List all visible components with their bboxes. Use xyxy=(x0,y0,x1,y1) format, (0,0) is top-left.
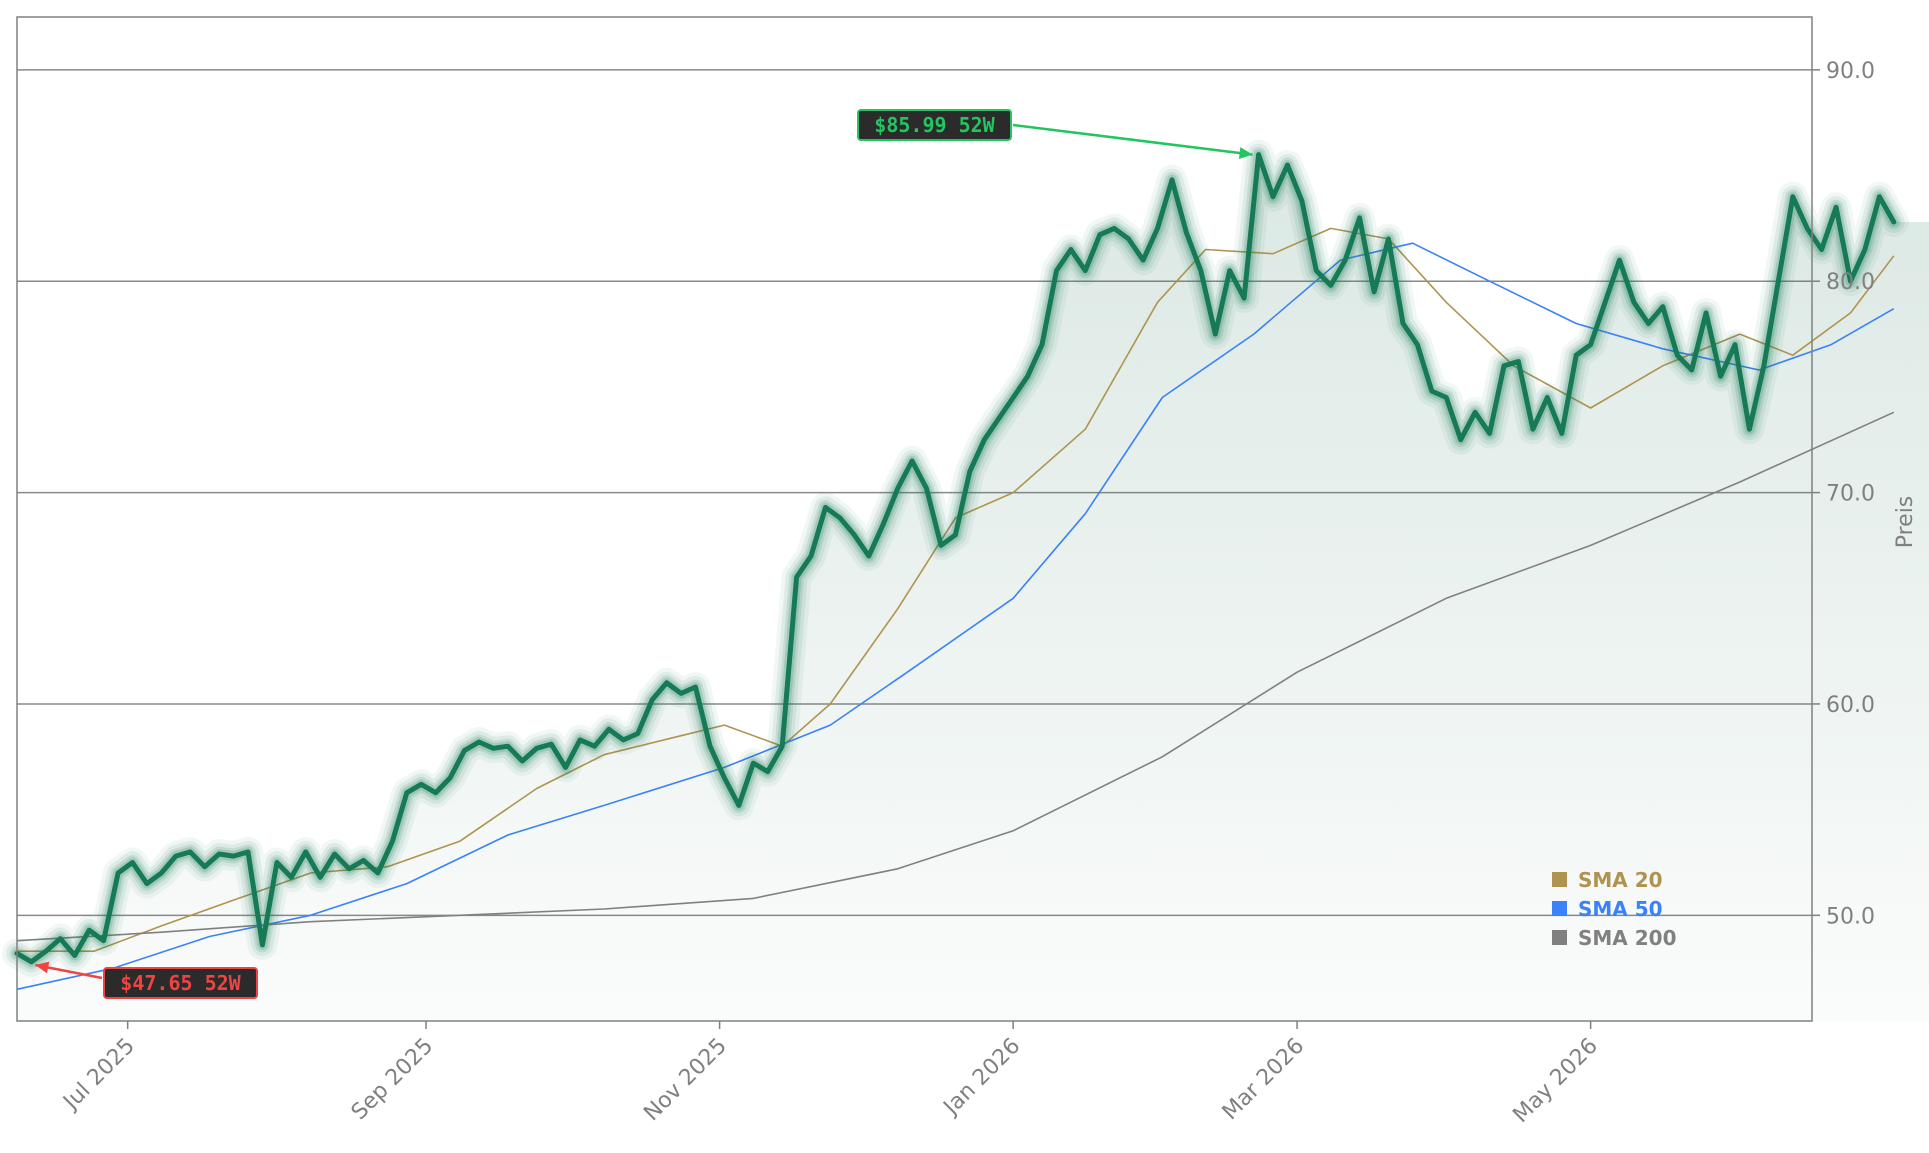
high-annotation: $85.99 52W xyxy=(857,109,1253,159)
price-area xyxy=(17,154,1929,1021)
low-arrowhead xyxy=(35,961,50,974)
sma200-line xyxy=(16,411,1895,942)
y-axis-label: Preis xyxy=(1893,496,1918,549)
low-annotation: $47.65 52W xyxy=(35,961,258,999)
y-tick-label: 60.0 xyxy=(1826,693,1875,718)
legend-label-sma20: SMA 20 xyxy=(1578,868,1663,892)
plot-frame xyxy=(16,16,1813,1022)
price-line xyxy=(14,152,1897,965)
low-label-box xyxy=(103,967,258,999)
x-tick-label: May 2026 xyxy=(1508,1034,1602,1128)
y-tick-label: 80.0 xyxy=(1826,270,1875,295)
sma50-line xyxy=(16,242,1895,991)
x-tick-label: Jan 2026 xyxy=(938,1034,1026,1122)
y-tick-label: 90.0 xyxy=(1826,59,1875,84)
high-arrow xyxy=(1012,123,1253,156)
legend-swatch-sma50 xyxy=(1552,901,1567,916)
y-tick-label: 50.0 xyxy=(1826,904,1875,929)
price-series xyxy=(2,139,1909,977)
legend: SMA 20 SMA 50 SMA 200 xyxy=(1552,868,1677,950)
plot-border xyxy=(16,16,1813,1022)
low-label: $47.65 52W xyxy=(120,971,241,995)
legend-label-sma50: SMA 50 xyxy=(1578,897,1663,921)
legend-swatch-sma200 xyxy=(1552,930,1567,945)
high-label-box xyxy=(857,109,1012,141)
legend-swatch-sma20 xyxy=(1552,872,1567,887)
x-tick-label: Jul 2025 xyxy=(58,1034,140,1116)
x-tick-label: Mar 2026 xyxy=(1218,1034,1310,1126)
price-area-fill xyxy=(17,154,1929,1021)
annotations: $85.99 52W $47.65 52W xyxy=(35,109,1253,999)
legend-label-sma200: SMA 200 xyxy=(1578,926,1677,950)
high-arrowhead xyxy=(1238,147,1253,159)
x-tick-label: Nov 2025 xyxy=(639,1034,732,1127)
x-tick-label: Sep 2025 xyxy=(347,1034,439,1126)
high-label: $85.99 52W xyxy=(874,113,995,137)
y-tick-label: 70.0 xyxy=(1826,482,1875,507)
